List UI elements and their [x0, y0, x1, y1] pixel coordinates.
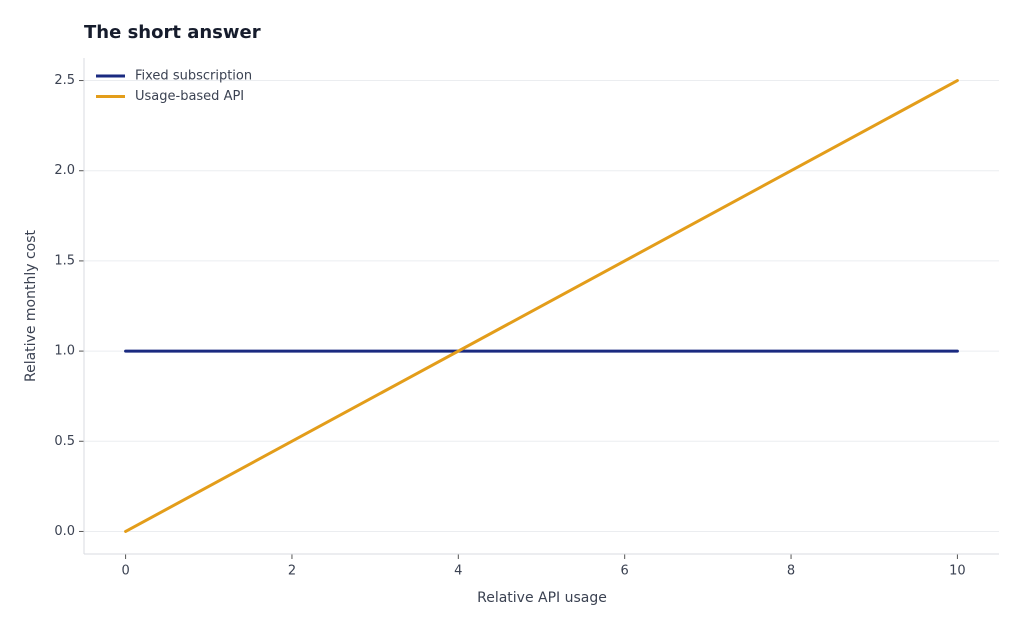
legend-label: Usage-based API — [135, 89, 244, 104]
y-tick-label: 2.0 — [54, 163, 75, 178]
series-line — [124, 79, 959, 533]
x-axis-label: Relative API usage — [477, 590, 607, 606]
legend-label: Fixed subscription — [135, 69, 252, 84]
chart-title: The short answer — [84, 22, 261, 43]
x-tick-label: 0 — [121, 564, 129, 579]
y-tick-label: 0.0 — [54, 524, 75, 539]
y-tick-label: 0.5 — [54, 434, 75, 449]
x-tick-label: 6 — [621, 564, 629, 579]
y-axis-label: Relative monthly cost — [23, 229, 39, 382]
y-tick-label: 2.5 — [54, 73, 75, 88]
x-tick-label: 10 — [949, 564, 966, 579]
y-tick-label: 1.0 — [54, 344, 75, 359]
y-tick-label: 1.5 — [54, 253, 75, 268]
x-tick-label: 4 — [454, 564, 462, 579]
x-tick-label: 8 — [787, 564, 795, 579]
x-tick-label: 2 — [288, 564, 296, 579]
